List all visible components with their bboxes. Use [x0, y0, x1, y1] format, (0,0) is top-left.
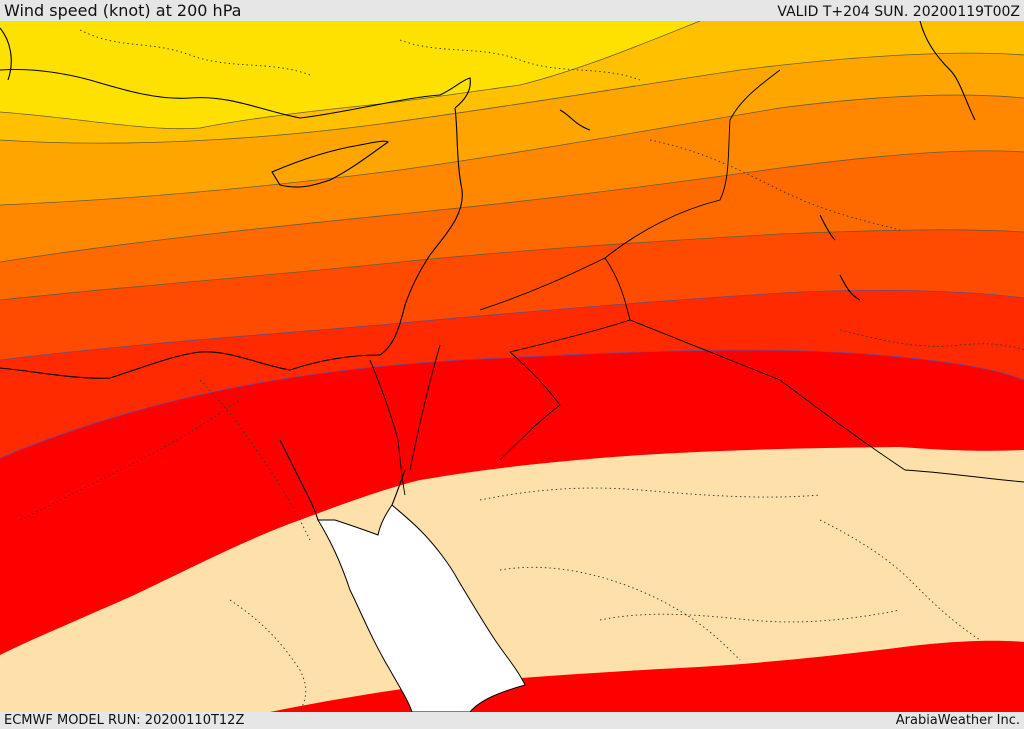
wind-band-2 — [0, 21, 700, 129]
wind-band-4 — [0, 53, 1024, 205]
map-canvas — [0, 21, 1024, 712]
valid-time-label: VALID T+204 SUN. 20200119T00Z — [777, 4, 1020, 20]
red-sea — [317, 504, 526, 712]
wind-speed-map — [0, 21, 1024, 712]
model-run-label: ECMWF MODEL RUN: 20200110T12Z — [4, 713, 245, 728]
wind-band-6 — [0, 150, 1024, 300]
contour-lines — [0, 21, 1024, 459]
map-footer: ECMWF MODEL RUN: 20200110T12Z ArabiaWeat… — [0, 712, 1024, 729]
coastlines — [0, 21, 976, 521]
country-borders — [369, 69, 1024, 496]
credit-label: ArabiaWeather Inc. — [895, 713, 1020, 728]
wind-band-9-north-jet — [0, 350, 1024, 655]
map-header: Wind speed (knot) at 200 hPa VALID T+204… — [0, 0, 1024, 21]
wind-band-5 — [0, 95, 1024, 262]
map-title: Wind speed (knot) at 200 hPa — [4, 1, 242, 20]
wind-band-7 — [0, 229, 1024, 360]
wind-band-8 — [0, 290, 1024, 458]
admin-boundaries — [19, 29, 1024, 712]
wind-band-3 — [0, 21, 1024, 144]
